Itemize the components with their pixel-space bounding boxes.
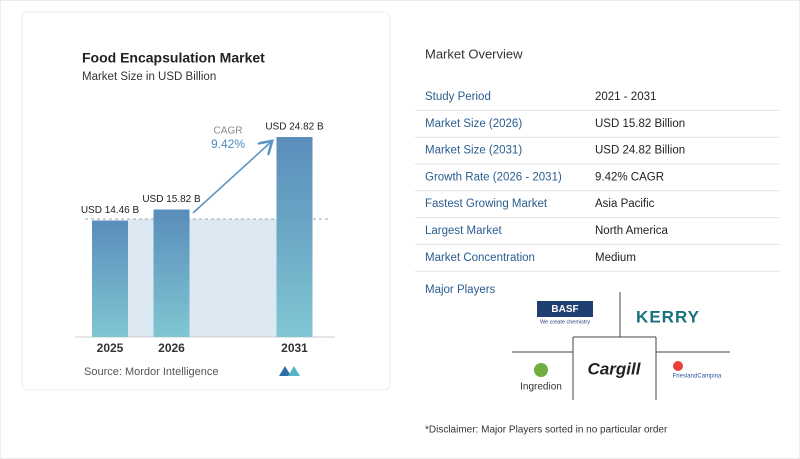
bar: [92, 220, 128, 337]
row-label: Market Size (2026): [425, 118, 522, 130]
brand-logo: [279, 366, 300, 376]
players-title: Major Players: [425, 284, 496, 296]
row-label: Fastest Growing Market: [425, 198, 548, 210]
logo-grid: [512, 292, 730, 400]
ingredion-mark: [534, 363, 548, 377]
friesland-mark: [673, 361, 683, 371]
cagr-value: 9.42%: [211, 137, 245, 151]
row-value: Medium: [595, 252, 636, 264]
chart-subtitle: Market Size in USD Billion: [82, 71, 216, 83]
row-value: North America: [595, 225, 668, 237]
logo-cargill: Cargill: [588, 359, 642, 378]
row-value: Asia Pacific: [595, 198, 655, 210]
row-value: USD 15.82 Billion: [595, 118, 685, 130]
logo-kerry: KERRY: [636, 307, 700, 326]
bar: [276, 137, 313, 337]
row-label: Study Period: [425, 91, 491, 103]
value-label: USD 14.46 B: [81, 205, 140, 216]
logo-basf: BASF: [551, 304, 578, 315]
row-label: Market Size (2031): [425, 145, 522, 157]
cagr-arrow: [192, 142, 271, 214]
row-value: USD 24.82 Billion: [595, 145, 685, 157]
logo-frieslandcampina: FrieslandCampina: [673, 374, 722, 380]
cagr-label: CAGR: [214, 126, 243, 137]
row-value: 2021 - 2031: [595, 91, 656, 103]
disclaimer: *Disclaimer: Major Players sorted in no …: [425, 425, 668, 436]
x-tick-label: 2026: [158, 341, 185, 355]
shaded-area: [128, 219, 277, 337]
overview-title: Market Overview: [425, 46, 523, 61]
logo-ingredion: Ingredion: [520, 382, 562, 393]
value-label: USD 24.82 B: [265, 122, 324, 133]
logo-basf-tagline: We create chemistry: [540, 319, 590, 325]
x-tick-label: 2031: [281, 341, 308, 355]
value-label: USD 15.82 B: [142, 194, 201, 205]
row-value: 9.42% CAGR: [595, 171, 664, 183]
source: Source: Mordor Intelligence: [84, 366, 219, 378]
x-tick-label: 2025: [97, 341, 124, 355]
chart-title: Food Encapsulation Market: [82, 50, 265, 66]
bar: [153, 209, 190, 337]
row-label: Largest Market: [425, 225, 503, 237]
row-label: Growth Rate (2026 - 2031): [425, 171, 562, 183]
basf-box: [537, 301, 593, 317]
row-label: Market Concentration: [425, 252, 535, 264]
